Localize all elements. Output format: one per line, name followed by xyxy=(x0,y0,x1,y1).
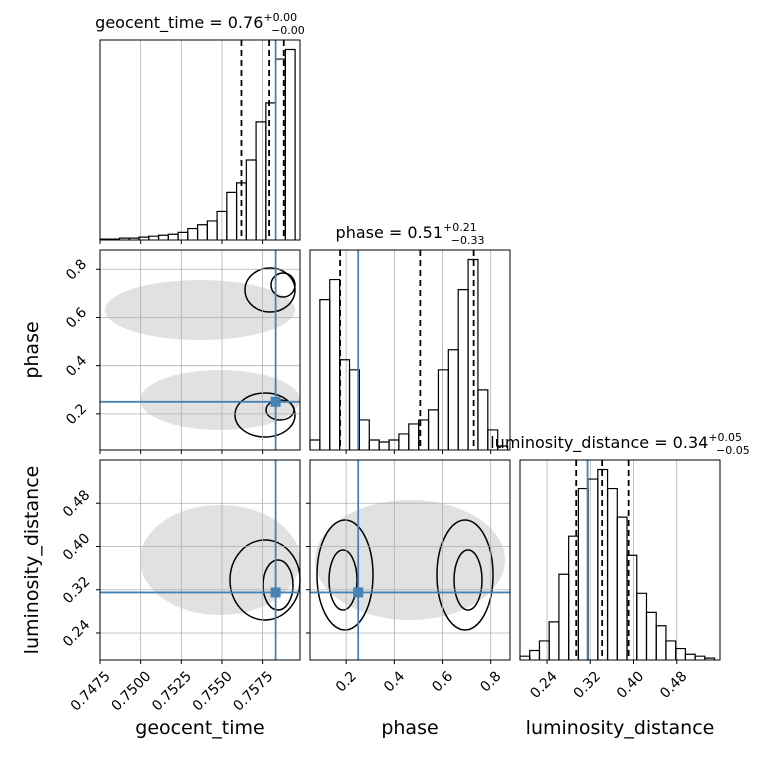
panel-title: luminosity_distance = 0.34+0.05 −0.05 xyxy=(490,431,750,457)
histogram-bin xyxy=(348,369,360,450)
panel-title: phase = 0.51+0.21 −0.33 xyxy=(336,221,485,247)
scatter-cloud xyxy=(315,500,505,620)
title-text: phase = 0.51 xyxy=(336,223,443,242)
histogram-bin xyxy=(358,419,370,450)
x-axis-label: geocent_time xyxy=(135,717,264,739)
title-minus: −0.05 xyxy=(716,444,750,457)
panel-frame xyxy=(99,39,301,241)
histogram-bin xyxy=(477,389,489,450)
title-minus: −0.00 xyxy=(271,24,305,37)
x-axis-label: phase xyxy=(381,717,438,739)
contour xyxy=(270,272,296,298)
panel-frame xyxy=(309,249,511,451)
truth-point xyxy=(270,396,281,407)
title-text: geocent_time = 0.76 xyxy=(95,13,263,33)
contour xyxy=(328,549,358,611)
title-plus: +0.05 xyxy=(708,431,742,444)
title-text: luminosity_distance = 0.34 xyxy=(490,433,708,453)
contour xyxy=(316,519,374,631)
histogram-bin xyxy=(284,48,296,240)
histogram-bin xyxy=(467,258,479,450)
x-axis-label: luminosity_distance xyxy=(526,717,715,739)
title-minus: −0.33 xyxy=(451,234,485,247)
panel-frame xyxy=(99,249,301,451)
histogram-bin xyxy=(497,445,509,450)
contour xyxy=(244,267,296,313)
scatter-cloud xyxy=(105,280,295,340)
contour xyxy=(234,392,296,438)
contour xyxy=(436,519,494,631)
y-axis-label: phase xyxy=(21,321,43,378)
panel-frame xyxy=(519,459,721,661)
panel-frame xyxy=(99,459,301,661)
histogram-bin xyxy=(704,657,716,660)
panel-title: geocent_time = 0.76+0.00 −0.00 xyxy=(95,11,305,37)
y-axis-label: luminosity_distance xyxy=(21,466,43,655)
scatter-cloud xyxy=(140,505,300,615)
title-plus: +0.21 xyxy=(443,221,477,234)
truth-point xyxy=(270,587,281,598)
histogram-bin xyxy=(487,429,499,450)
panel-frame xyxy=(309,459,511,661)
scatter-cloud xyxy=(140,370,300,430)
title-plus: +0.00 xyxy=(263,11,297,24)
truth-point xyxy=(353,587,364,598)
contour xyxy=(453,549,483,611)
